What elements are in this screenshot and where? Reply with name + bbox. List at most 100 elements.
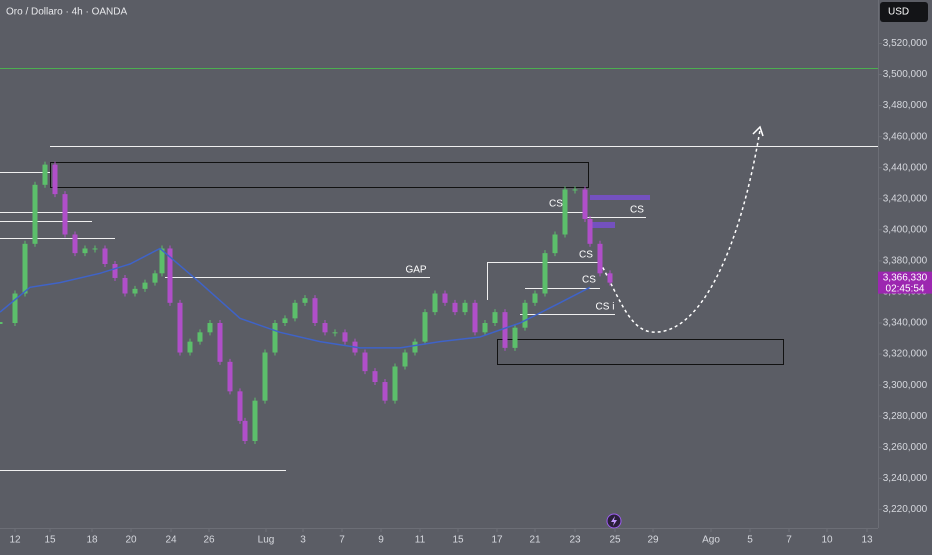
candle xyxy=(62,194,68,235)
x-tick-label: 9 xyxy=(378,535,384,546)
candle xyxy=(452,302,458,313)
candle xyxy=(52,164,58,195)
x-tick-label: 15 xyxy=(452,535,464,546)
zone-box xyxy=(497,339,784,365)
candle xyxy=(227,361,233,392)
y-tick-label: 3,320,000 xyxy=(883,349,928,360)
cs-zone xyxy=(590,195,650,200)
candle xyxy=(587,218,593,244)
x-tick-label: Ago xyxy=(702,535,720,546)
candle xyxy=(522,302,528,328)
candle xyxy=(42,164,48,185)
x-tick-label: 29 xyxy=(647,535,659,546)
currency-button[interactable] xyxy=(880,2,928,22)
candle xyxy=(382,382,388,401)
candle xyxy=(207,323,213,333)
candle xyxy=(282,318,288,324)
candle xyxy=(462,302,468,313)
candle xyxy=(482,323,488,333)
candle xyxy=(492,312,498,324)
y-tick-label: 3,220,000 xyxy=(883,504,928,515)
candle xyxy=(92,248,98,250)
candle xyxy=(512,327,518,348)
candle xyxy=(272,323,278,353)
candle xyxy=(552,234,558,254)
x-tick-label: Lug xyxy=(258,535,275,546)
y-tick-label: 3,420,000 xyxy=(883,193,928,204)
candle xyxy=(302,298,308,303)
candle xyxy=(152,273,158,283)
zone-box xyxy=(50,162,589,188)
candle xyxy=(197,332,203,342)
drawings xyxy=(0,68,878,471)
x-tick-label: 26 xyxy=(203,535,215,546)
candle xyxy=(187,341,193,353)
annotation: CS i xyxy=(596,302,615,313)
candle xyxy=(0,322,3,325)
candle xyxy=(412,341,418,353)
candle xyxy=(252,400,258,442)
currency-label[interactable]: USD xyxy=(888,7,909,18)
event-icon-bolt xyxy=(611,516,617,526)
x-tick-label: 23 xyxy=(569,535,581,546)
x-tick-label: 17 xyxy=(491,535,503,546)
y-tick-label: 3,460,000 xyxy=(883,131,928,142)
chart-title: Oro / Dollaro · 4h · OANDA xyxy=(6,7,127,18)
y-tick-label: 3,240,000 xyxy=(883,473,928,484)
candle xyxy=(432,293,438,313)
x-tick-label: 13 xyxy=(861,535,873,546)
x-tick-label: 15 xyxy=(44,535,56,546)
projection-arrow xyxy=(752,125,764,137)
x-tick-label: 7 xyxy=(786,535,792,546)
x-tick-label: 7 xyxy=(339,535,345,546)
candle xyxy=(237,391,243,421)
candle xyxy=(312,298,318,324)
candle xyxy=(12,293,18,324)
last-price-label: 3,366,330 xyxy=(883,272,928,283)
x-tick-label: 21 xyxy=(529,535,541,546)
candle xyxy=(542,253,548,294)
candle xyxy=(82,248,88,254)
x-tick-label: 10 xyxy=(821,535,833,546)
candle xyxy=(442,293,448,303)
y-tick-label: 3,380,000 xyxy=(883,256,928,267)
candle xyxy=(582,189,588,219)
x-tick-label: 3 xyxy=(300,535,306,546)
cs-zone xyxy=(590,222,615,228)
candle xyxy=(392,366,398,401)
y-tick-label: 3,520,000 xyxy=(883,38,928,49)
candle xyxy=(102,248,108,264)
annotation: CS xyxy=(630,205,644,216)
candle xyxy=(159,248,165,274)
candle xyxy=(262,352,268,401)
y-tick-label: 3,480,000 xyxy=(883,100,928,111)
candle xyxy=(177,302,183,353)
annotation: GAP xyxy=(405,265,426,276)
x-tick-label: 24 xyxy=(165,535,177,546)
y-tick-label: 3,300,000 xyxy=(883,380,928,391)
y-tick-label: 3,400,000 xyxy=(883,224,928,235)
candle xyxy=(607,273,613,283)
candle xyxy=(122,277,128,294)
x-tick-label: 25 xyxy=(609,535,621,546)
candle xyxy=(562,189,568,235)
x-tick-label: 11 xyxy=(415,535,426,546)
candle xyxy=(332,332,338,334)
y-tick-label: 3,260,000 xyxy=(883,442,928,453)
candle xyxy=(532,293,538,303)
annotation: CS xyxy=(579,250,593,261)
candle xyxy=(372,371,378,383)
x-tick-label: 20 xyxy=(125,535,137,546)
y-tick-label: 3,440,000 xyxy=(883,162,928,173)
candle xyxy=(362,352,368,372)
y-tick-label: 3,280,000 xyxy=(883,411,928,422)
candle xyxy=(32,184,38,244)
candle xyxy=(242,420,248,442)
candle xyxy=(132,288,138,294)
last-price-tag xyxy=(878,271,932,294)
candle xyxy=(597,243,603,274)
candle xyxy=(422,312,428,342)
candle xyxy=(402,352,408,367)
